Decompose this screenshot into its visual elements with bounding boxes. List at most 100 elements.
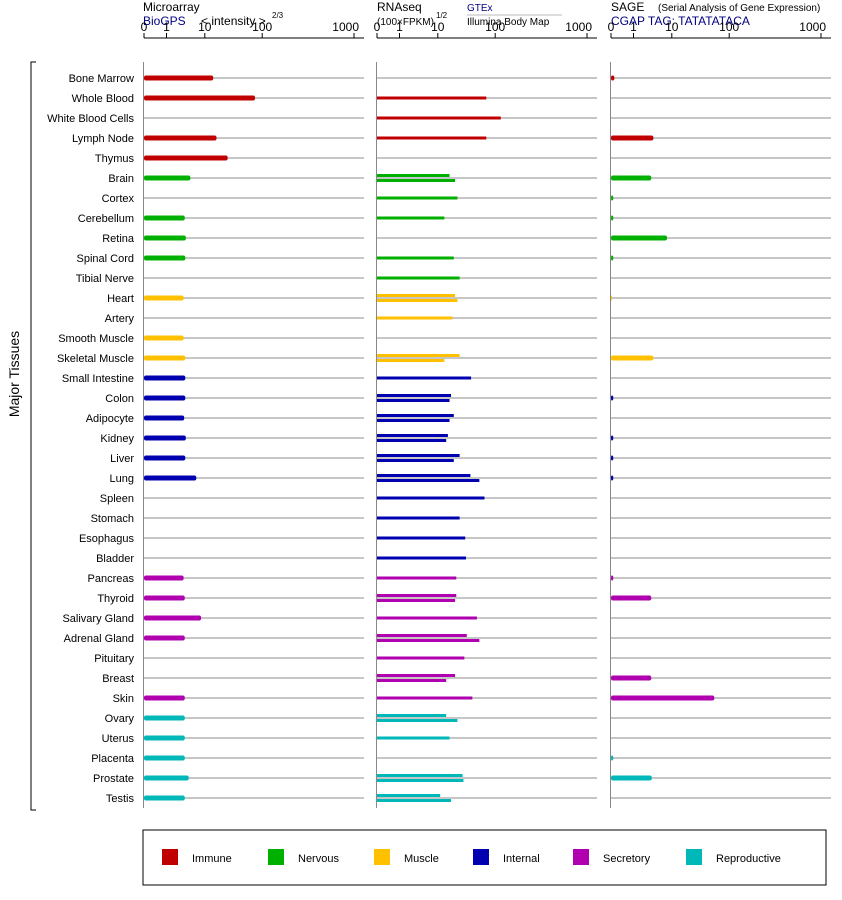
microarray-bar-salivary-gland	[144, 615, 202, 621]
sage-bar-kidney	[611, 435, 614, 441]
microarray-tick-label-1000: 1000	[332, 20, 359, 34]
microarray-bar-kidney	[144, 435, 186, 441]
rnaseq-bar-tibial-nerve-1	[377, 276, 460, 280]
microarray-bar-heart	[144, 295, 184, 301]
sage-title: SAGE	[611, 0, 644, 14]
microarray-bar-whole-blood	[144, 95, 256, 101]
microarray-tick-label-1: 1	[163, 20, 170, 34]
tissue-label-smooth-muscle: Smooth Muscle	[58, 333, 134, 345]
microarray-tick-label-0: 0	[141, 20, 148, 34]
rnaseq-subtitle: (100×FPKM)	[377, 17, 434, 28]
rnaseq-bar-adipocyte-2	[377, 419, 450, 422]
rnaseq-bar-skeletal-muscle-1	[377, 354, 460, 357]
tissue-label-lymph-node: Lymph Node	[72, 133, 134, 145]
legend-label-immune: Immune	[192, 853, 232, 865]
rnaseq-bar-uterus-1	[377, 736, 450, 740]
sage-bar-heart	[611, 295, 613, 301]
sage-panel: 0 1 10 100 1000	[608, 20, 831, 808]
tissue-label-adrenal-gland: Adrenal Gland	[64, 633, 134, 645]
rnaseq-bar-thyroid-1	[377, 594, 457, 597]
microarray-scale-label: < intensity >	[201, 14, 266, 28]
tissue-label-small-intestine: Small Intestine	[62, 373, 134, 385]
rnaseq-bar-whole-blood-1	[377, 96, 487, 100]
tissue-label-breast: Breast	[102, 673, 134, 685]
sage-bar-skeletal-muscle	[611, 355, 654, 361]
tissue-label-bladder: Bladder	[96, 553, 134, 565]
sage-bar-cerebellum	[611, 215, 614, 221]
sage-bar-lung	[611, 475, 614, 481]
rnaseq-bar-bladder-1	[377, 556, 467, 560]
rnaseq-bar-adrenal-gland-1	[377, 634, 467, 637]
rnaseq-bar-kidney-2	[377, 439, 447, 442]
legend-swatch-immune	[162, 849, 178, 865]
tissue-label-pituitary: Pituitary	[94, 653, 134, 665]
sage-bar-brain	[611, 175, 652, 181]
rnaseq-bar-liver-2	[377, 459, 454, 462]
rnaseq-bar-small-intestine-1	[377, 376, 472, 380]
tissue-labels: Bone Marrow Whole Blood White Blood Cells L…	[47, 73, 135, 805]
microarray-bar-colon	[144, 395, 186, 401]
sage-subtitle: CGAP TAG: TATATATACA	[611, 14, 750, 28]
microarray-bar-cerebellum	[144, 215, 185, 221]
rnaseq-title: RNAseq	[377, 0, 422, 14]
tissue-label-heart: Heart	[107, 293, 134, 305]
rnaseq-bar-ovary-2	[377, 719, 458, 722]
tissue-label-testis: Testis	[106, 793, 135, 805]
tissue-label-thymus: Thymus	[95, 153, 135, 165]
legend-swatch-reproductive	[686, 849, 702, 865]
rnaseq-tick-label-10: 10	[431, 20, 445, 34]
rnaseq-bar-salivary-gland-1	[377, 616, 477, 620]
microarray-bar-pancreas	[144, 575, 184, 581]
rnaseq-source-illumina: Illumina Body Map	[467, 17, 550, 28]
tissue-label-salivary-gland: Salivary Gland	[62, 613, 134, 625]
microarray-bar-placenta	[144, 755, 185, 761]
rnaseq-bar-kidney-1	[377, 434, 448, 437]
tissue-label-artery: Artery	[105, 313, 135, 325]
microarray-panel: 0 1 10 100 1000	[141, 20, 364, 808]
panel-headers: Microarray BioGPS < intensity > 2/3 RNAs…	[143, 0, 820, 28]
rnaseq-bar-lymph-node-1	[377, 136, 487, 140]
rnaseq-tick-label-0: 0	[374, 20, 381, 34]
tissue-label-colon: Colon	[105, 393, 134, 405]
sage-bar-spinal-cord	[611, 255, 614, 261]
microarray-bar-bone-marrow	[144, 75, 214, 81]
rnaseq-bar-liver-1	[377, 454, 460, 457]
microarray-bar-thymus	[144, 155, 228, 161]
legend-label-muscle: Muscle	[404, 853, 439, 865]
microarray-bar-prostate	[144, 775, 189, 781]
rnaseq-bar-ovary-1	[377, 714, 447, 717]
rnaseq-source-gtex: GTEx	[467, 3, 493, 14]
microarray-bar-adrenal-gland	[144, 635, 185, 641]
sage-tick-label-0: 0	[608, 20, 615, 34]
tissue-label-retina: Retina	[102, 233, 135, 245]
microarray-bar-ovary	[144, 715, 185, 721]
tissue-label-esophagus: Esophagus	[79, 533, 135, 545]
legend-label-internal: Internal	[503, 853, 540, 865]
legend-label-secretory: Secretory	[603, 853, 651, 865]
rnaseq-bar-pancreas-1	[377, 576, 457, 580]
tissue-label-skeletal-muscle: Skeletal Muscle	[57, 353, 134, 365]
rnaseq-bar-testis-2	[377, 799, 452, 802]
tissue-label-adipocyte: Adipocyte	[86, 413, 134, 425]
tissue-label-bone-marrow: Bone Marrow	[69, 73, 134, 85]
rnaseq-bar-heart-1	[377, 294, 456, 297]
microarray-tick-label-100: 100	[252, 20, 272, 34]
sage-bar-prostate	[611, 775, 652, 781]
microarray-bar-uterus	[144, 735, 185, 741]
tissue-label-kidney: Kidney	[100, 433, 134, 445]
rnaseq-bar-pituitary-1	[377, 656, 465, 660]
tissue-label-whole-blood: Whole Blood	[72, 93, 134, 105]
legend-swatch-secretory	[573, 849, 589, 865]
rnaseq-bar-lung-1	[377, 474, 471, 477]
rnaseq-scale-exponent: 1/2	[436, 11, 448, 20]
rnaseq-bar-cortex-1	[377, 196, 458, 200]
sage-bar-placenta	[611, 755, 614, 761]
rnaseq-tick-label-1: 1	[396, 20, 403, 34]
sage-bar-thyroid	[611, 595, 652, 601]
panels: 0 1 10 100 1000 0 1 10 100 1000 0 1 10 100 1000	[141, 20, 831, 808]
legend-swatch-muscle	[374, 849, 390, 865]
tissue-label-cortex: Cortex	[102, 193, 135, 205]
microarray-bar-brain	[144, 175, 191, 181]
sage-bar-pancreas	[611, 575, 614, 581]
